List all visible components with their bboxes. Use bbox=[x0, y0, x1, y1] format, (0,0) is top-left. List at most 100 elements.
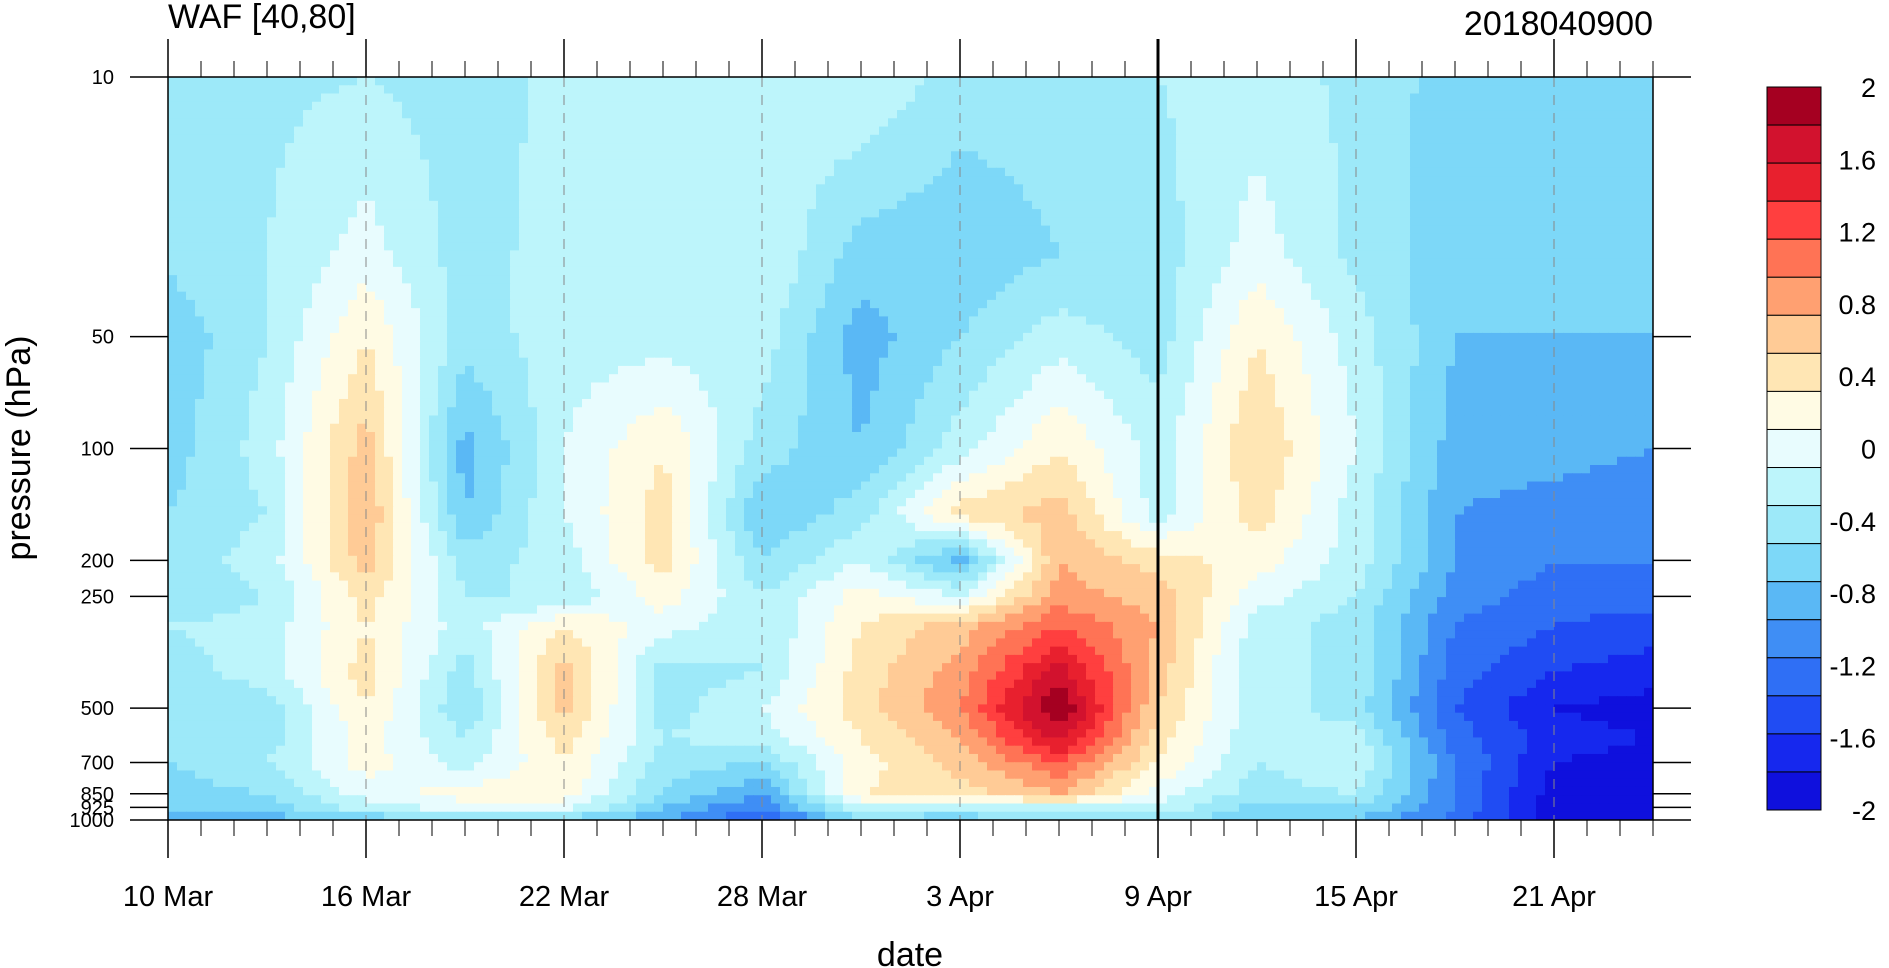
field-cell bbox=[555, 283, 565, 293]
field-cell bbox=[1356, 250, 1366, 260]
field-cell bbox=[951, 126, 961, 136]
field-cell bbox=[1635, 143, 1645, 152]
field-cell bbox=[987, 291, 997, 301]
field-cell bbox=[1140, 85, 1150, 95]
field-cell bbox=[1293, 291, 1303, 301]
field-cell bbox=[1455, 275, 1465, 284]
field-cell bbox=[1185, 143, 1195, 152]
field-cell bbox=[1014, 209, 1024, 218]
field-cell bbox=[906, 299, 916, 309]
field-cell bbox=[177, 266, 187, 276]
field-cell bbox=[438, 299, 448, 309]
field-cell bbox=[384, 316, 394, 326]
field-cell bbox=[996, 316, 1006, 326]
field-cell bbox=[897, 85, 907, 95]
field-cell bbox=[420, 258, 430, 268]
field-cell bbox=[1527, 101, 1537, 111]
field-cell bbox=[618, 134, 628, 144]
field-cell bbox=[933, 250, 943, 260]
field-cell bbox=[1167, 291, 1177, 301]
field-cell bbox=[1104, 118, 1114, 128]
field-cell bbox=[582, 308, 592, 318]
field-cell bbox=[1113, 167, 1123, 177]
field-cell bbox=[870, 250, 880, 260]
field-cell bbox=[1176, 299, 1186, 309]
field-cell bbox=[726, 159, 736, 169]
field-cell bbox=[492, 77, 502, 86]
field-cell bbox=[618, 242, 628, 251]
field-cell bbox=[204, 85, 214, 95]
field-cell bbox=[357, 176, 367, 185]
field-cell bbox=[618, 93, 628, 103]
field-cell bbox=[1644, 118, 1653, 128]
field-cell bbox=[1419, 176, 1429, 185]
field-cell bbox=[465, 316, 475, 326]
field-cell bbox=[897, 283, 907, 293]
field-cell bbox=[510, 242, 520, 251]
field-cell bbox=[1176, 151, 1186, 161]
field-cell bbox=[978, 291, 988, 301]
field-cell bbox=[1230, 176, 1240, 185]
field-cell bbox=[672, 159, 682, 169]
field-cell bbox=[1383, 151, 1393, 161]
field-cell bbox=[1239, 159, 1249, 169]
field-cell bbox=[735, 316, 745, 326]
field-cell bbox=[1644, 283, 1653, 293]
field-cell bbox=[843, 275, 853, 284]
field-cell bbox=[1149, 184, 1159, 194]
field-cell bbox=[762, 101, 772, 111]
field-cell bbox=[996, 200, 1006, 210]
field-cell bbox=[1167, 258, 1177, 268]
field-cell bbox=[501, 200, 511, 210]
field-cell bbox=[1041, 217, 1051, 227]
field-cell bbox=[501, 126, 511, 136]
field-cell bbox=[1455, 316, 1465, 326]
field-cell bbox=[735, 209, 745, 218]
field-cell bbox=[816, 308, 826, 318]
field-cell bbox=[1329, 126, 1339, 136]
field-cell bbox=[1302, 250, 1312, 260]
field-cell bbox=[816, 85, 826, 95]
field-cell bbox=[186, 291, 196, 301]
field-cell bbox=[1572, 101, 1582, 111]
field-cell bbox=[771, 225, 781, 235]
field-cell bbox=[330, 143, 340, 152]
field-cell bbox=[717, 192, 727, 202]
field-cell bbox=[1527, 176, 1537, 185]
field-cell bbox=[375, 209, 385, 218]
field-cell bbox=[537, 93, 547, 103]
field-cell bbox=[393, 258, 403, 268]
field-cell bbox=[294, 258, 304, 268]
field-cell bbox=[366, 266, 376, 276]
field-cell bbox=[402, 176, 412, 185]
field-cell bbox=[1383, 275, 1393, 284]
field-cell bbox=[1338, 77, 1348, 86]
field-cell bbox=[600, 159, 610, 169]
field-cell bbox=[1122, 217, 1132, 227]
field-cell bbox=[546, 275, 556, 284]
field-cell bbox=[1212, 167, 1222, 177]
field-cell bbox=[1059, 118, 1069, 128]
field-cell bbox=[1401, 176, 1411, 185]
field-cell bbox=[546, 209, 556, 218]
field-cell bbox=[312, 85, 322, 95]
field-cell bbox=[969, 101, 979, 111]
field-cell bbox=[951, 308, 961, 318]
field-cell bbox=[438, 258, 448, 268]
field-cell bbox=[654, 225, 664, 235]
field-cell bbox=[168, 192, 178, 202]
field-cell bbox=[1338, 118, 1348, 128]
field-cell bbox=[384, 291, 394, 301]
field-cell bbox=[285, 110, 295, 119]
field-cell bbox=[1518, 101, 1528, 111]
field-cell bbox=[1509, 266, 1519, 276]
field-cell bbox=[573, 85, 583, 95]
field-cell bbox=[771, 283, 781, 293]
field-cell bbox=[1518, 299, 1528, 309]
field-cell bbox=[663, 316, 673, 326]
field-cell bbox=[510, 266, 520, 276]
field-cell bbox=[1617, 184, 1627, 194]
field-cell bbox=[1392, 233, 1402, 243]
field-cell bbox=[1302, 291, 1312, 301]
field-cell bbox=[204, 143, 214, 152]
